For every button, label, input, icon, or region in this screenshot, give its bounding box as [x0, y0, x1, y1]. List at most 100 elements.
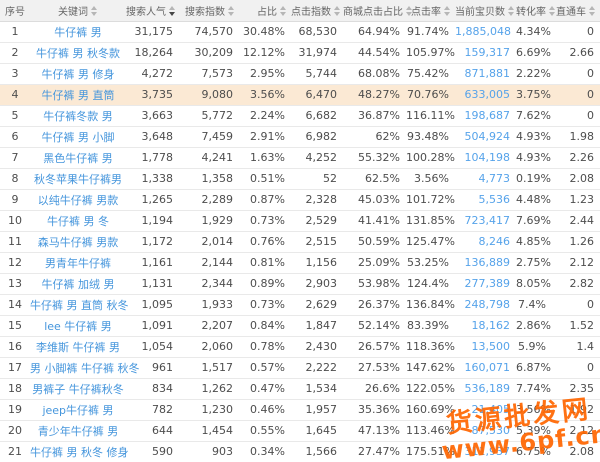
item-count-link[interactable]: 136,889 [464, 256, 511, 269]
keyword-link[interactable]: 牛仔裤 男 秋冬款 [36, 46, 120, 60]
column-header-search-index[interactable]: 搜索指数 [179, 0, 239, 22]
cell-conversion-rate: 4.85% [516, 231, 552, 253]
cell-conversion-rate: 4.34% [516, 21, 552, 43]
cell-search-index: 1,454 [179, 420, 239, 442]
cell-share: 3.56% [239, 84, 291, 106]
keyword-link[interactable]: 牛仔裤 男 冬 [47, 214, 109, 228]
table-row: 8 秋冬苹果牛仔裤男 1,338 1,358 0.51% 52 62.5% 3.56% 4,77… [0, 168, 600, 190]
keyword-link[interactable]: 牛仔裤 男 [54, 25, 102, 39]
keyword-link[interactable]: 男青年牛仔裤 [45, 256, 111, 270]
cell-click-index: 2,515 [291, 231, 343, 253]
cell-conversion-rate: 7.62% [516, 105, 552, 127]
cell-index: 19 [0, 399, 30, 421]
keyword-link[interactable]: 男裤子 牛仔裤秋冬 [32, 382, 124, 396]
keyword-link[interactable]: 黑色牛仔裤 男 [43, 151, 113, 165]
item-count-link[interactable]: 8,246 [478, 235, 511, 248]
cell-index: 21 [0, 441, 30, 462]
item-count-link[interactable]: 21,405 [471, 403, 511, 416]
cell-search-popularity: 4,272 [126, 63, 179, 85]
cell-mall-click-share: 27.47% [343, 441, 406, 462]
keyword-link[interactable]: 牛仔裤冬款 男 [43, 109, 113, 123]
cell-mall-click-share: 26.37% [343, 294, 406, 316]
item-count-link[interactable]: 5,536 [478, 193, 511, 206]
item-count-link[interactable]: 311,937 [464, 445, 511, 458]
cell-search-popularity: 782 [126, 399, 179, 421]
cell-search-popularity: 1,778 [126, 147, 179, 169]
item-count-link[interactable]: 277,389 [464, 277, 511, 290]
item-count-link[interactable]: 536,189 [464, 382, 511, 395]
item-count-link[interactable]: 198,687 [464, 109, 511, 122]
item-count-link[interactable]: 13,500 [471, 340, 511, 353]
sort-icon [549, 5, 556, 16]
keyword-link[interactable]: 以纯牛仔裤 男款 [37, 193, 119, 207]
cell-item-count: 160,071 [455, 357, 516, 379]
keyword-link[interactable]: 牛仔裤 加绒 男 [41, 277, 115, 291]
keyword-link[interactable]: 牛仔裤 男 直筒 秋冬 [30, 298, 129, 312]
cell-click-rate: 175.51% [406, 441, 455, 462]
cell-click-rate: 136.84% [406, 294, 455, 316]
item-count-link[interactable]: 871,881 [464, 67, 511, 80]
cell-keyword: 青少年牛仔裤 男 [30, 420, 126, 442]
keyword-link[interactable]: 青少年牛仔裤 男 [37, 424, 119, 438]
keyword-link[interactable]: 李维斯 牛仔裤 男 [36, 340, 120, 354]
column-header-share[interactable]: 占比 [239, 0, 291, 22]
cell-search-index: 1,262 [179, 378, 239, 400]
cell-keyword: 森马牛仔裤 男款 [30, 231, 126, 253]
cell-click-index: 2,529 [291, 210, 343, 232]
cell-item-count: 87,530 [455, 420, 516, 442]
cell-click-rate: 131.85% [406, 210, 455, 232]
column-header-keyword[interactable]: 关键词 [30, 0, 126, 22]
cell-item-count: 1,885,048 [455, 21, 516, 43]
item-count-link[interactable]: 160,071 [464, 361, 511, 374]
item-count-link[interactable]: 18,162 [471, 319, 511, 332]
keyword-link[interactable]: 牛仔裤 男 秋冬 修身 [30, 445, 129, 459]
cell-item-count: 311,937 [455, 441, 516, 462]
cell-search-popularity: 3,663 [126, 105, 179, 127]
column-header-search-popularity[interactable]: 搜索人气 [126, 0, 179, 22]
item-count-link[interactable]: 504,924 [464, 130, 511, 143]
item-count-link[interactable]: 723,417 [464, 214, 511, 227]
cell-search-popularity: 3,648 [126, 126, 179, 148]
cell-zhitongche: 2.44 [552, 210, 600, 232]
keyword-link[interactable]: jeep牛仔裤 男 [42, 403, 114, 417]
table-row: 12 男青年牛仔裤 1,161 2,144 0.81% 1,156 25.09% 53.25%… [0, 252, 600, 274]
cell-search-index: 74,570 [179, 21, 239, 43]
column-header-label: 商城点击占比 [343, 6, 403, 18]
cell-share: 0.57% [239, 357, 291, 379]
cell-click-rate: 113.46% [406, 420, 455, 442]
keyword-link[interactable]: 牛仔裤 男 直筒 [41, 88, 115, 102]
column-header-label: 关键词 [58, 6, 88, 18]
cell-item-count: 5,536 [455, 189, 516, 211]
keyword-link[interactable]: 森马牛仔裤 男款 [37, 235, 119, 249]
keyword-link[interactable]: 牛仔裤 男 修身 [41, 67, 115, 81]
item-count-link[interactable]: 87,530 [471, 424, 511, 437]
cell-click-index: 4,252 [291, 147, 343, 169]
cell-conversion-rate: 7.4% [516, 294, 552, 316]
keyword-link[interactable]: lee 牛仔裤 男 [44, 319, 112, 333]
item-count-link[interactable]: 159,317 [464, 46, 511, 59]
cell-mall-click-share: 64.94% [343, 21, 406, 43]
cell-click-index: 1,566 [291, 441, 343, 462]
keyword-link[interactable]: 男 小脚裤 牛仔裤 秋冬 [30, 361, 140, 375]
cell-search-index: 2,144 [179, 252, 239, 274]
column-header-click-index[interactable]: 点击指数 [291, 0, 343, 22]
column-header-conversion-rate[interactable]: 转化率 [516, 0, 555, 22]
item-count-link[interactable]: 633,005 [464, 88, 511, 101]
cell-search-popularity: 590 [126, 441, 179, 462]
cell-index: 4 [0, 84, 30, 106]
item-count-link[interactable]: 248,798 [464, 298, 511, 311]
column-header-click-rate[interactable]: 点击率 [406, 0, 455, 22]
cell-conversion-rate: 2.86% [516, 315, 552, 337]
cell-click-rate: 93.48% [406, 126, 455, 148]
keyword-link[interactable]: 牛仔裤 男 小脚 [41, 130, 115, 144]
item-count-link[interactable]: 1,885,048 [455, 25, 511, 38]
keyword-link[interactable]: 秋冬苹果牛仔裤男 [34, 172, 122, 186]
cell-index: 10 [0, 210, 30, 232]
item-count-link[interactable]: 104,198 [464, 151, 511, 164]
column-header-mall-click-share[interactable]: 商城点击占比 [343, 0, 412, 22]
column-header-zhitongche[interactable]: 直通车 [552, 0, 600, 22]
column-header-item-count[interactable]: 当前宝贝数 [455, 0, 516, 22]
item-count-link[interactable]: 4,773 [478, 172, 511, 185]
table-body: 1 牛仔裤 男 31,175 74,570 30.48% 68,530 64.94% 91.7… [0, 21, 600, 462]
column-header-label: 占比 [257, 6, 277, 18]
